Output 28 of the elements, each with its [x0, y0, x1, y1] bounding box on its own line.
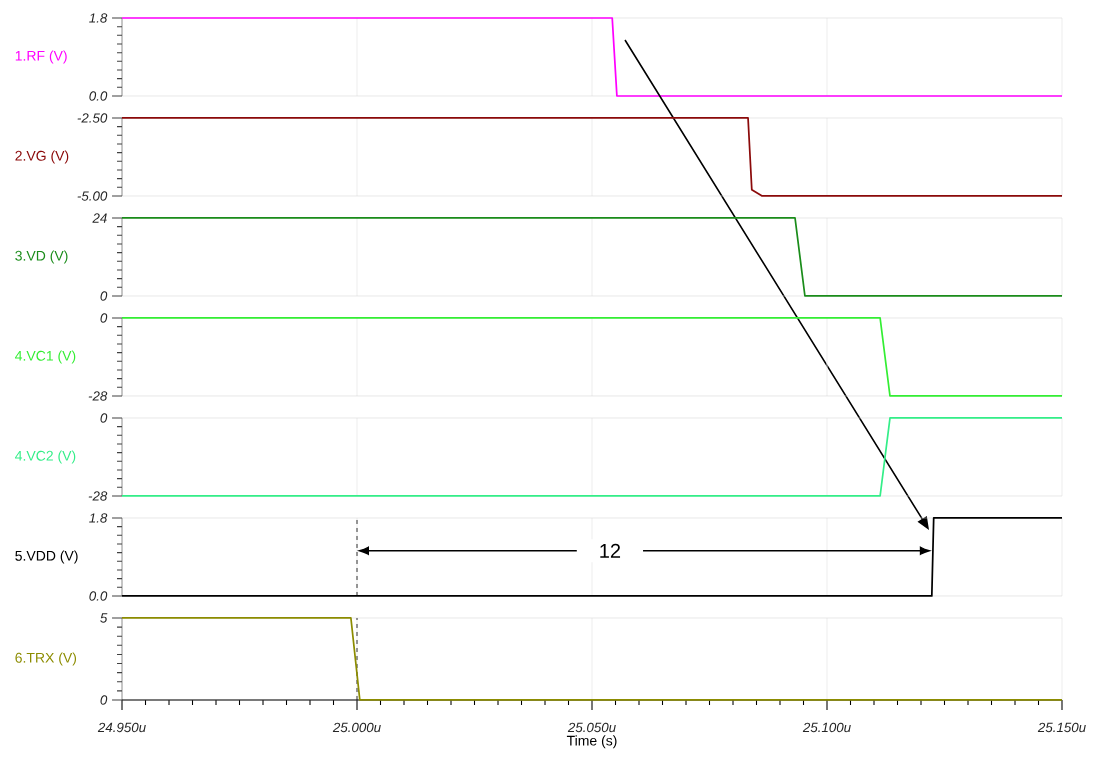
y-tick-label: 24 — [92, 213, 107, 223]
y-axis-title: 1.RF (V) — [15, 50, 67, 64]
y-tick-label: -5.00 — [77, 191, 108, 201]
y-axis-title: 2.VG (V) — [15, 150, 69, 164]
x-tick-label: 25.150u — [1037, 722, 1086, 733]
x-tick-label: 25.000u — [332, 722, 381, 733]
x-tick-label: 24.950u — [97, 722, 146, 733]
y-tick-label: 0 — [100, 695, 108, 705]
y-tick-label: 0 — [100, 313, 108, 323]
x-tick-label: 25.050u — [567, 722, 616, 733]
y-tick-label: 0.0 — [89, 591, 108, 601]
y-tick-label: 1.8 — [89, 13, 108, 23]
x-tick-label: 25.100u — [802, 722, 851, 733]
y-tick-label: -28 — [88, 391, 108, 401]
y-tick-label: 0 — [100, 413, 108, 423]
x-axis-title: Time (s) — [566, 735, 617, 749]
y-axis-title: 4.VC1 (V) — [15, 350, 76, 364]
y-axis-title: 6.TRX (V) — [15, 652, 77, 666]
y-axis-title: 4.VC2 (V) — [15, 450, 76, 464]
y-tick-label: 1.8 — [89, 513, 108, 523]
y-tick-label: -28 — [88, 491, 108, 501]
y-tick-label: 0.0 — [89, 91, 108, 101]
y-axis-title: 5.VDD (V) — [15, 550, 78, 564]
y-axis-title: 3.VD (V) — [15, 250, 68, 264]
y-tick-label: 0 — [100, 291, 108, 301]
annotation: 12 — [600, 543, 621, 558]
y-tick-label: -2.50 — [77, 113, 108, 123]
y-tick-label: 5 — [100, 613, 108, 623]
